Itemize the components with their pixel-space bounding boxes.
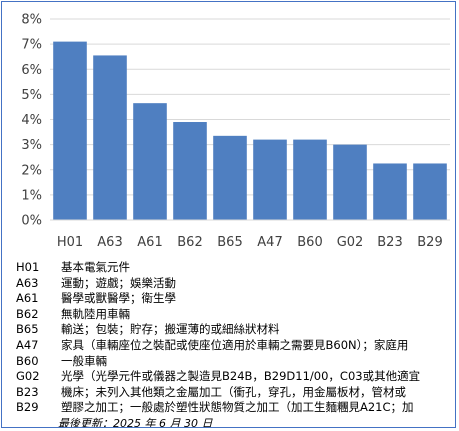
y-tick-label: 4% (21, 113, 42, 128)
y-tick-label: 5% (21, 88, 42, 103)
legend-item: B62 無軌陸用車輛 (16, 306, 455, 323)
legend-desc: 塑膠之加工；一般處於塑性狀態物質之加工（加工生麵糰見A21C；加 (61, 400, 414, 415)
bar-b62 (173, 122, 207, 220)
bar-h01 (53, 41, 87, 220)
x-tick-label: A47 (257, 235, 282, 250)
legend-item: A63 運動；遊戲；娛樂活動 (16, 275, 455, 292)
legend-item: H01 基本電氣元件 (16, 260, 455, 276)
y-tick-label: 6% (21, 63, 42, 78)
legend-code: B60 (16, 353, 39, 368)
legend-item: A47 家具（車輛座位之裝配或使座位適用於車輛之需要見B60N）；家庭用 (16, 337, 455, 354)
bar-b23 (373, 163, 407, 220)
legend-desc: 輸送；包裝；貯存；搬運薄的或細絲狀材料 (61, 322, 280, 337)
x-tick-label: B60 (297, 235, 322, 250)
legend-code: G02 (16, 369, 40, 384)
legend-item: A61 醫學或獸醫學；衛生學 (16, 291, 455, 307)
x-tick-label: B62 (177, 235, 202, 250)
bar-a47 (253, 139, 287, 220)
x-tick-label: H01 (57, 235, 83, 250)
legend-desc: 醫學或獸醫學；衛生學 (61, 291, 176, 306)
bar-a61 (133, 103, 167, 220)
legend-code: B29 (16, 400, 39, 415)
legend-code: B62 (16, 306, 39, 321)
legend-item: G02 光學（光學元件或儀器之製造見B24B，B29D11/00，C03或其他適… (16, 369, 455, 385)
y-tick-label: 8% (21, 13, 42, 28)
legend-desc: 一般車輛 (61, 353, 107, 368)
legend-code: A61 (16, 291, 39, 306)
x-tick-label: B65 (217, 235, 242, 250)
x-tick-label: B23 (377, 235, 402, 250)
legend-code: B65 (16, 322, 39, 337)
bar-b60 (293, 139, 327, 220)
legend-code: B23 (16, 384, 39, 399)
legend-item: B60 一般車輛 (16, 353, 455, 370)
legend-list: H01 基本電氣元件 A63 運動；遊戲；娛樂活動 A61 醫學或獸醫學；衛生學… (16, 260, 455, 416)
bar-b65 (213, 135, 247, 220)
bar-g02 (333, 144, 367, 220)
legend-desc: 運動；遊戲；娛樂活動 (61, 275, 176, 290)
legend-desc: 基本電氣元件 (61, 260, 130, 274)
x-tick-label: G02 (337, 235, 364, 250)
x-tick-label: A61 (137, 235, 162, 250)
y-tick-label: 7% (21, 38, 42, 53)
x-tick-label: B29 (417, 235, 442, 250)
legend-item: B23 機床；未列入其他類之金屬加工（衝孔，穿孔，用金屬板材，管材或 (16, 384, 455, 401)
bar-b29 (413, 163, 447, 220)
y-tick-label: 0% (21, 214, 42, 229)
y-tick-label: 1% (21, 188, 42, 203)
x-tick-label: A63 (97, 235, 122, 250)
legend-code: A47 (16, 337, 39, 352)
y-tick-label: 3% (21, 138, 42, 153)
y-tick-label: 2% (21, 163, 42, 178)
bar-chart: 0% 1% 2% 3% 4% 5% 6% 7% 8% H01 A63 A61 B62 B65 A47 B60 G… (21, 13, 450, 250)
legend-desc: 光學（光學元件或儀器之製造見B24B，B29D11/00，C03或其他適宜 (61, 369, 421, 384)
last-updated-note: 最後更新：2025 年 6 月 30 日 (58, 417, 213, 428)
legend-desc: 家具（車輛座位之裝配或使座位適用於車輛之需要見B60N）；家庭用 (61, 337, 409, 352)
bar-a63 (93, 55, 127, 221)
legend-code: H01 (16, 260, 40, 274)
legend-desc: 機床；未列入其他類之金屬加工（衝孔，穿孔，用金屬板材，管材或 (61, 384, 406, 399)
legend-item: B65 輸送；包裝；貯存；搬運薄的或細絲狀材料 (16, 322, 455, 338)
legend-code: A63 (16, 275, 39, 290)
legend-item: B29 塑膠之加工；一般處於塑性狀態物質之加工（加工生麵糰見A21C；加 (16, 400, 455, 416)
legend-desc: 無軌陸用車輛 (61, 306, 130, 321)
